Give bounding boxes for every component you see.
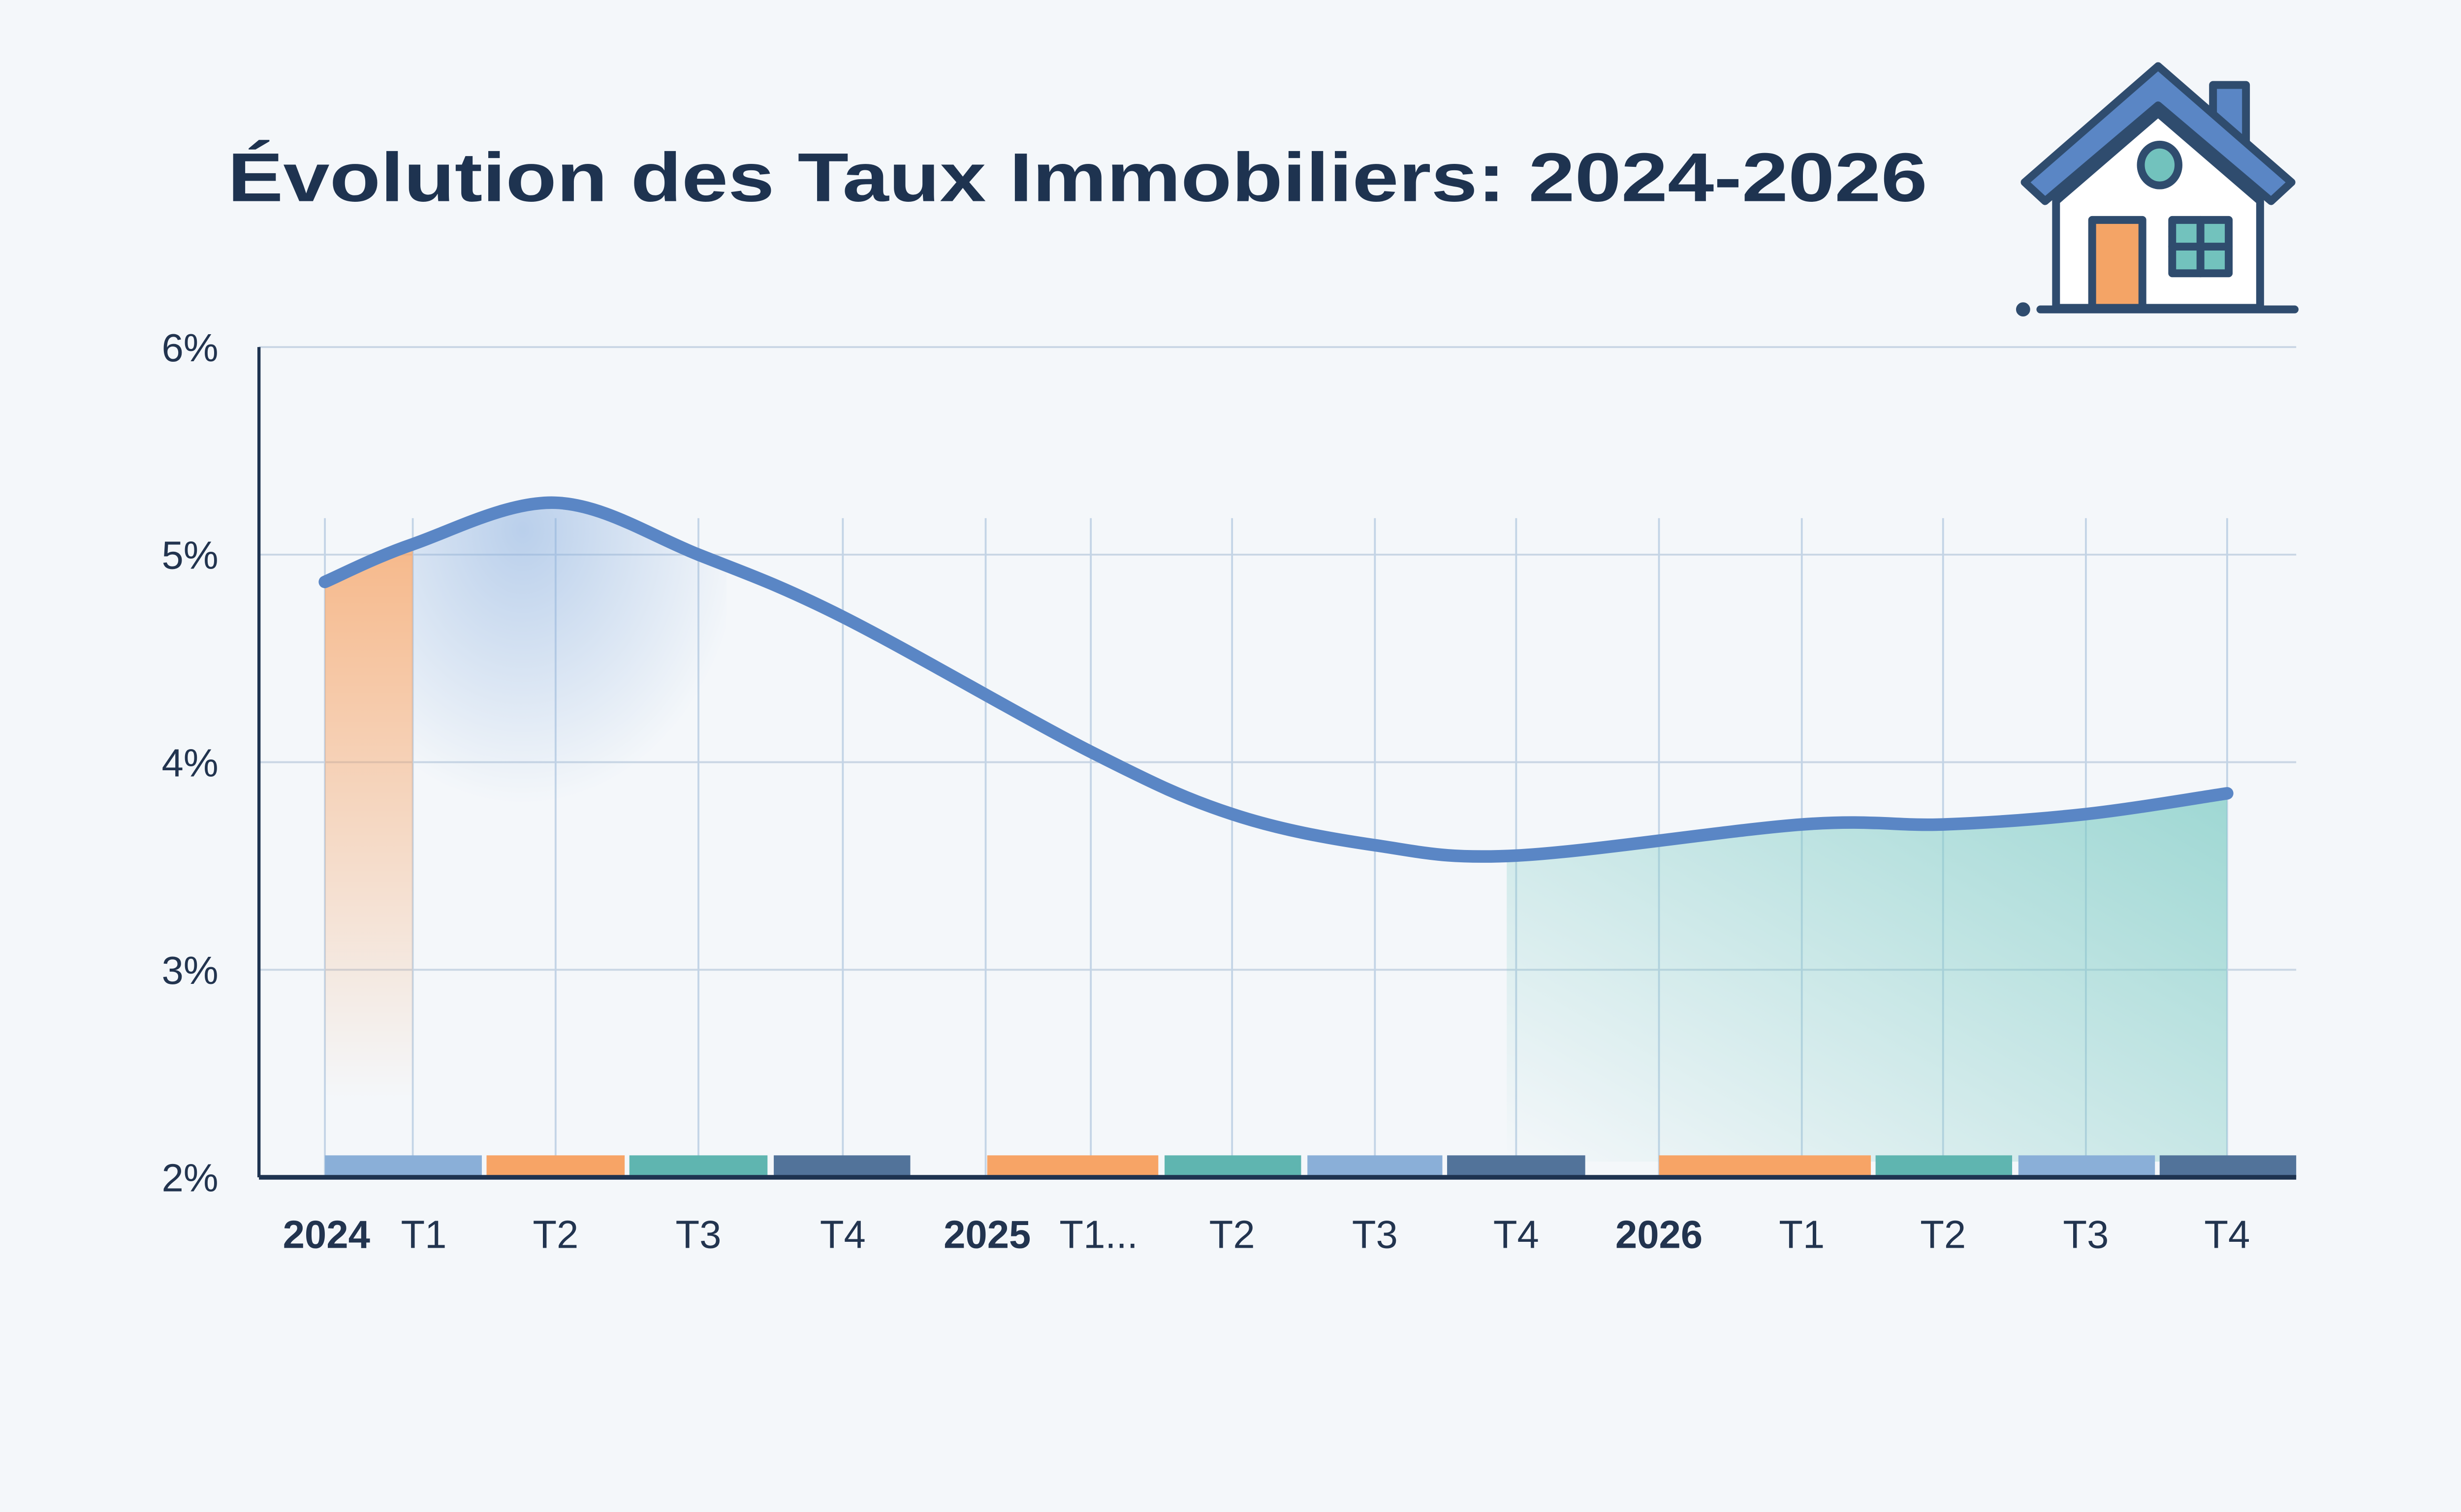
quarter-marker [325,1155,482,1178]
x-year-label: 2026 [1615,1213,1703,1257]
quarter-marker [2018,1155,2155,1178]
data-point [1801,824,1802,825]
x-tick-label: T3 [1352,1213,1398,1257]
x-tick-label: T2 [1209,1213,1255,1257]
x-tick-label: T4 [1493,1213,1539,1257]
x-year-label: 2024 [283,1213,370,1257]
y-tick-label: 4% [161,741,218,785]
quarter-markers [325,1155,2297,1178]
orange-fill [325,503,413,1099]
y-tick-label: 6% [161,326,218,370]
quarter-marker [629,1155,768,1178]
x-tick-label: T1... [1059,1213,1137,1257]
x-tick-label: T2 [533,1213,578,1257]
chart-title: Évolution des Taux Immobiliers: 2024-202… [227,139,1927,216]
x-tick-label: T4 [2204,1213,2250,1257]
x-tick-label: T1 [1779,1213,1825,1257]
quarter-marker [1447,1155,1585,1178]
x-tick-label: T4 [820,1213,866,1257]
series-line-group [318,496,2234,863]
data-point [2227,793,2228,794]
quarter-marker [1165,1155,1301,1178]
quarter-marker [774,1155,911,1178]
rate-line [318,496,2234,863]
blue-glow [412,503,727,864]
x-tick-label: T2 [1920,1213,1966,1257]
house-icon [2016,62,2299,316]
y-tick-label: 3% [161,948,218,992]
quarter-marker [1307,1155,1443,1178]
y-ticks: 2% 3% 4% 5% 6% [161,326,218,1200]
x-tick-label: T3 [2063,1213,2109,1257]
x-tick-label: T1 [401,1213,446,1257]
x-year-label: 2025 [944,1213,1031,1257]
y-tick-label: 5% [161,534,218,577]
quarter-marker [2159,1155,2297,1178]
quarter-marker [1659,1155,1871,1178]
x-ticks: T1 2024 T2 T3 T4 T1... 2025 T2 T3 T4 T1 2026 T2 T3 T4 [283,1213,2250,1257]
quarter-marker [987,1155,1159,1178]
rate-chart: Évolution des Taux Immobiliers: 2024-202… [161,62,2299,1257]
y-tick-label: 2% [161,1156,218,1200]
quarter-marker [1875,1155,2013,1178]
x-tick-label: T3 [675,1213,721,1257]
quarter-marker [486,1155,625,1178]
